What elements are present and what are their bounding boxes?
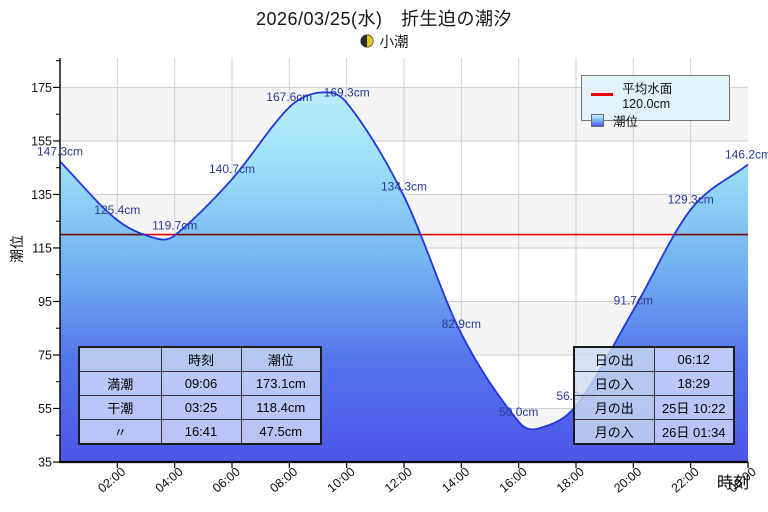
y-tick-label: 175 (31, 81, 52, 95)
sunrise-time: 06:12 (653, 346, 735, 372)
high-tide-time: 09:06 (160, 371, 242, 396)
moonset-label: 月の入 (573, 419, 655, 445)
legend-mean-water: 平均水面 120.0cm (591, 78, 720, 111)
header-empty (78, 346, 162, 372)
x-tick-label: 16:00 (497, 465, 530, 496)
y-axis-title: 潮位 (9, 235, 25, 263)
table-row: 干潮 03:25 118.4cm (78, 395, 322, 420)
x-tick-label: 22:00 (669, 465, 702, 496)
table-row: 〃 16:41 47.5cm (78, 419, 322, 445)
y-tick-label: 115 (32, 241, 52, 255)
low-tide-time: 03:25 (160, 395, 242, 420)
x-tick-label: 12:00 (382, 465, 415, 496)
tide-value-label: 129.3cm (668, 193, 714, 207)
tide-value-label: 50.0cm (499, 405, 538, 419)
table-row: 月の出 25日 10:22 (573, 395, 735, 420)
high-tide-level: 173.1cm (240, 371, 322, 396)
y-tick-label: 75 (38, 348, 52, 362)
tide-value-label: 167.6cm (266, 90, 312, 104)
moon-phase-row: 小潮 (0, 32, 768, 51)
x-tick-label: 10:00 (325, 465, 358, 496)
y-tick-label: 135 (31, 188, 52, 202)
tide-value-label: 125.4cm (94, 203, 140, 217)
x-tick-label: 04:00 (153, 465, 186, 496)
tide-extremes-table: 時刻 潮位 満潮 09:06 173.1cm 干潮 03:25 118.4cm … (78, 346, 322, 445)
moonset-time: 26日 01:34 (653, 419, 735, 445)
y-tick-label: 155 (31, 134, 52, 148)
x-tick-label: 20:00 (611, 465, 644, 496)
high-tide-label: 満潮 (78, 371, 162, 396)
ditto-label: 〃 (78, 419, 162, 445)
low-tide-level: 118.4cm (240, 395, 322, 420)
header-level: 潮位 (240, 346, 322, 372)
table-row: 日の出 06:12 (573, 346, 735, 372)
tide-value-label: 169.3cm (324, 86, 370, 100)
low-tide-label: 干潮 (78, 395, 162, 420)
tide-value-label: 146.2cm (725, 148, 768, 162)
low-tide2-time: 16:41 (160, 419, 242, 445)
x-axis-title: 時刻 (717, 475, 750, 492)
sunrise-label: 日の出 (573, 346, 655, 372)
low-tide2-level: 47.5cm (240, 419, 322, 445)
legend-tide-level: 潮位 (591, 111, 720, 130)
x-tick-label: 14:00 (439, 465, 472, 496)
moonrise-time: 25日 10:22 (653, 395, 735, 420)
sunset-time: 18:29 (653, 371, 735, 396)
tide-curve-line (59, 91, 749, 431)
tide-value-label: 147.3cm (37, 145, 83, 159)
x-tick-label: 18:00 (554, 465, 587, 496)
sunset-label: 日の入 (573, 371, 655, 396)
x-tick-label: 08:00 (267, 465, 300, 496)
mean-water-line-swatch (591, 93, 614, 96)
y-tick-label: 35 (38, 456, 52, 470)
table-row: 月の入 26日 01:34 (573, 419, 735, 445)
legend: 平均水面 120.0cm 潮位 (581, 75, 730, 129)
table-row: 日の入 18:29 (573, 371, 735, 396)
moon-phase-label: 小潮 (379, 34, 409, 51)
x-tick-label: 06:00 (210, 465, 243, 496)
y-tick-label: 55 (38, 402, 52, 416)
legend-mean-label: 平均水面 120.0cm (622, 82, 673, 111)
moon-phase-icon (359, 34, 374, 48)
tide-value-label: 119.7cm (152, 218, 197, 232)
y-tick-label: 95 (38, 295, 52, 309)
tide-value-label: 140.7cm (209, 162, 255, 176)
tide-value-label: 82.9cm (442, 317, 481, 331)
table-header-row: 時刻 潮位 (78, 346, 322, 372)
moonrise-label: 月の出 (573, 395, 655, 420)
header-time: 時刻 (160, 346, 242, 372)
x-tick-label: 02:00 (95, 465, 128, 496)
legend-series-label: 潮位 (613, 115, 639, 129)
tide-value-label: 134.3cm (381, 179, 427, 193)
sun-moon-table: 日の出 06:12 日の入 18:29 月の出 25日 10:22 月の入 26… (573, 346, 735, 445)
table-row: 満潮 09:06 173.1cm (78, 371, 322, 396)
tide-fill-swatch (591, 114, 604, 127)
tide-value-label: 91.7cm (614, 293, 653, 307)
page-title: 2026/03/25(水) 折生迫の潮汐 (255, 9, 513, 29)
